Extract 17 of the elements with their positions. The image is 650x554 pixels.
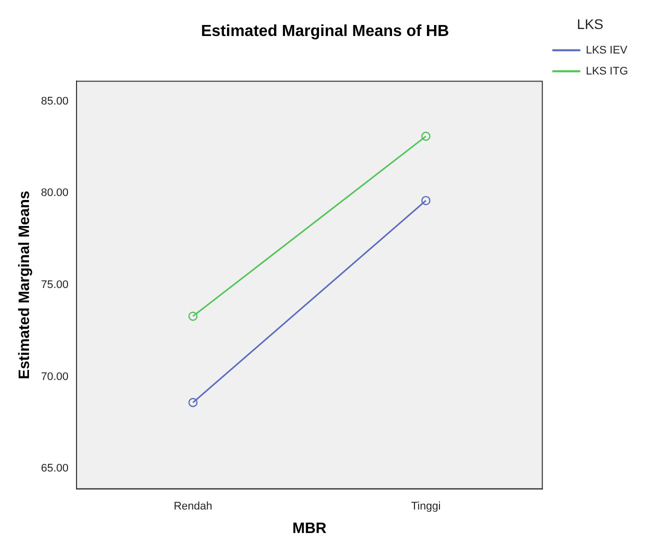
y-axis-title: Estimated Marginal Means	[16, 190, 34, 380]
y-tick-label: 65.00	[40, 462, 69, 475]
point	[188, 398, 198, 408]
x-axis-title: MBR	[292, 520, 327, 538]
legend-label: LKS ITG	[586, 65, 628, 78]
legend-label: LKS IEV	[586, 44, 628, 56]
legend-title: LKS	[576, 16, 604, 32]
point	[421, 196, 430, 206]
point	[421, 132, 430, 141]
point	[188, 312, 198, 321]
x-tick-label: Rendah	[174, 500, 212, 512]
y-tick-label: 85.00	[40, 95, 69, 108]
x-tick-label: Tinggi	[411, 500, 441, 512]
y-tick-label: 70.00	[40, 370, 69, 383]
y-tick-label: 75.00	[40, 279, 69, 292]
y-tick-label: 80.00	[40, 187, 69, 200]
chart-title: Estimated Marginal Means of HB	[200, 23, 450, 40]
